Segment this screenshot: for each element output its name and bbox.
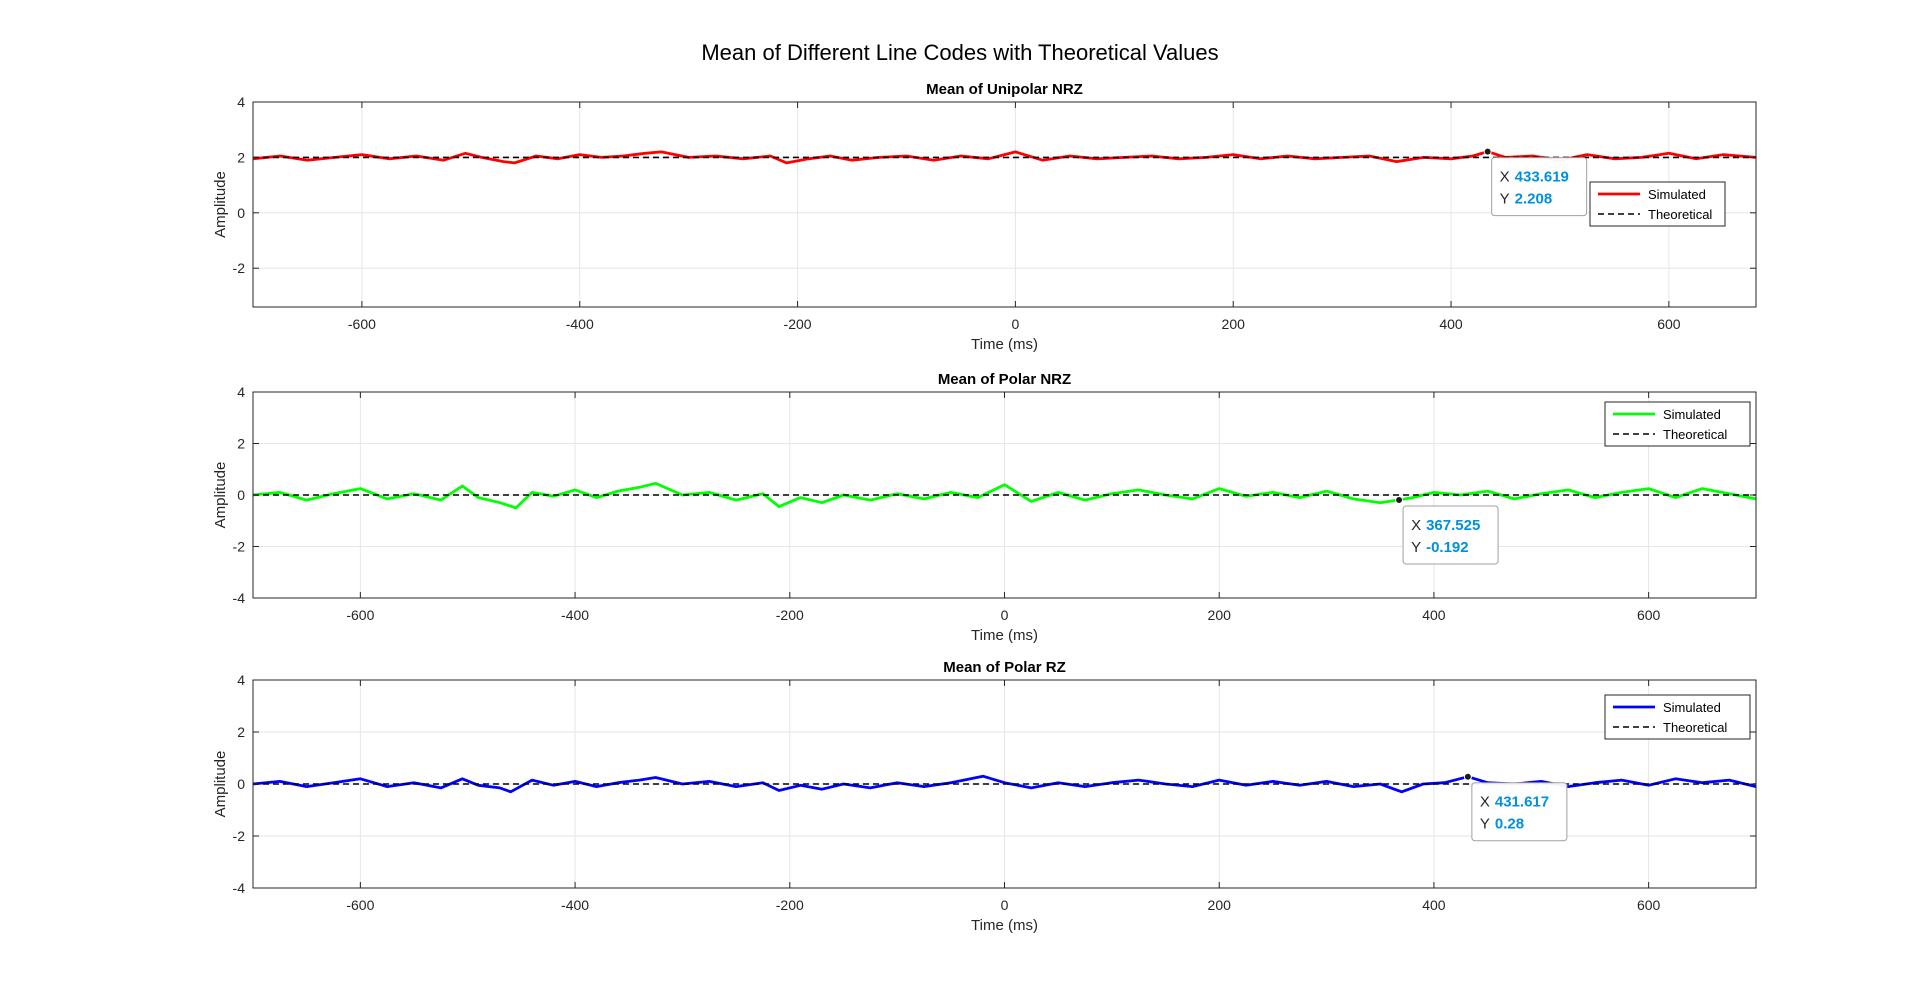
subplot-2: -600 -400 -200 0 200 400 600 -4 -2 0 2 4 Mean of Pol… xyxy=(212,371,1757,644)
datatip-box xyxy=(1402,505,1499,565)
datatip-marker[interactable] xyxy=(1483,147,1492,156)
datatip[interactable]: X 367.525 Y -0.192 xyxy=(1395,495,1499,565)
y-tick-label: -2 xyxy=(233,828,246,844)
series-line-simulated xyxy=(252,774,1757,794)
legend-entry-label: Theoretical xyxy=(1663,720,1727,735)
legend[interactable]: Simulated Theoretical xyxy=(1589,181,1726,227)
x-tick-label: 0 xyxy=(1011,316,1019,332)
y-axis-label: Amplitude xyxy=(212,751,229,818)
x-tick-label: -200 xyxy=(784,316,812,332)
x-tick-label: 400 xyxy=(1439,316,1463,332)
x-tick-label: -600 xyxy=(346,607,374,623)
datatip-label: X xyxy=(1411,517,1421,534)
x-tick-label: 600 xyxy=(1657,316,1681,332)
axes-box xyxy=(252,101,1757,308)
y-tick-label: 2 xyxy=(237,149,245,165)
legend-entry-label: Theoretical xyxy=(1663,427,1727,442)
datatip[interactable]: X 433.619 Y 2.208 xyxy=(1483,147,1588,217)
x-axis-label: Time (ms) xyxy=(971,627,1038,644)
datatip-row: Y 0.28 xyxy=(1480,816,1524,833)
x-tick-label: -200 xyxy=(776,897,804,913)
y-tick-label: -2 xyxy=(233,539,246,555)
x-tick-label: -400 xyxy=(561,897,589,913)
x-tick-label: 200 xyxy=(1208,897,1232,913)
legend-entry-label: Simulated xyxy=(1663,407,1721,422)
datatip-value: 2.208 xyxy=(1515,191,1553,208)
y-axis-label: Amplitude xyxy=(212,171,229,238)
y-tick-label: 4 xyxy=(237,672,245,688)
legend-box xyxy=(1604,694,1751,740)
x-tick-label: 200 xyxy=(1208,607,1232,623)
legend[interactable]: Simulated Theoretical xyxy=(1604,694,1751,740)
datatip-marker[interactable] xyxy=(1395,495,1404,504)
y-tick-label: 2 xyxy=(237,436,245,452)
datatip-row: X 367.525 xyxy=(1411,517,1480,534)
datatip-value: 431.617 xyxy=(1495,794,1549,811)
x-tick-label: -200 xyxy=(776,607,804,623)
datatip-box xyxy=(1471,782,1568,842)
y-tick-label: 2 xyxy=(237,724,245,740)
datatip-value: 0.28 xyxy=(1495,816,1524,833)
x-axis-label: Time (ms) xyxy=(971,336,1038,353)
legend[interactable]: Simulated Theoretical xyxy=(1604,401,1751,447)
subplot-title: Mean of Polar NRZ xyxy=(938,371,1071,388)
datatip-value: -0.192 xyxy=(1426,539,1469,556)
subplot-title: Mean of Polar RZ xyxy=(943,659,1066,676)
datatip-marker[interactable] xyxy=(1463,772,1472,781)
y-tick-label: 0 xyxy=(237,776,245,792)
x-tick-label: -400 xyxy=(566,316,594,332)
legend-entry-label: Theoretical xyxy=(1648,207,1712,222)
subplot-title: Mean of Unipolar NRZ xyxy=(926,81,1083,98)
legend-box xyxy=(1604,401,1751,447)
y-tick-label: 0 xyxy=(237,205,245,221)
figure-title: Mean of Different Line Codes with Theore… xyxy=(701,40,1218,65)
y-tick-label: 4 xyxy=(237,384,245,400)
datatip-value: 367.525 xyxy=(1426,517,1480,534)
x-tick-label: -600 xyxy=(346,897,374,913)
y-tick-label: -2 xyxy=(233,260,246,276)
x-tick-label: 0 xyxy=(1001,607,1009,623)
datatip-row: Y -0.192 xyxy=(1411,539,1469,556)
datatip-value: 433.619 xyxy=(1515,169,1569,186)
x-tick-label: 400 xyxy=(1422,607,1446,623)
y-tick-label: 4 xyxy=(237,94,245,110)
datatip-row: X 431.617 xyxy=(1480,794,1549,811)
y-axis-label: Amplitude xyxy=(212,462,229,529)
datatip-label: Y xyxy=(1500,191,1510,208)
datatip-box xyxy=(1491,157,1588,217)
subplot-3: -600 -400 -200 0 200 400 600 -4 -2 0 2 4 Mean of Pol… xyxy=(212,659,1757,934)
datatip-label: X xyxy=(1480,794,1490,811)
y-tick-label: -4 xyxy=(233,880,246,896)
x-tick-label: 400 xyxy=(1422,897,1446,913)
y-tick-label: -4 xyxy=(233,590,246,606)
datatip-label: Y xyxy=(1480,816,1490,833)
datatip[interactable]: X 431.617 Y 0.28 xyxy=(1463,772,1568,842)
legend-entry-label: Simulated xyxy=(1648,187,1706,202)
x-tick-label: 0 xyxy=(1001,897,1009,913)
x-tick-label: -400 xyxy=(561,607,589,623)
datatip-row: X 433.619 xyxy=(1500,169,1569,186)
y-tick-label: 0 xyxy=(237,487,245,503)
legend-box xyxy=(1589,181,1726,227)
subplot-1: -600 -400 -200 0 200 400 600 -2 0 2 4 Mean of Unipo… xyxy=(212,81,1757,353)
datatip-label: Y xyxy=(1411,539,1421,556)
x-tick-label: 600 xyxy=(1637,897,1661,913)
legend-entry-label: Simulated xyxy=(1663,700,1721,715)
x-tick-label: -600 xyxy=(348,316,376,332)
x-axis-label: Time (ms) xyxy=(971,917,1038,934)
x-tick-label: 600 xyxy=(1637,607,1661,623)
x-tick-label: 200 xyxy=(1222,316,1246,332)
datatip-label: X xyxy=(1500,169,1510,186)
datatip-row: Y 2.208 xyxy=(1500,191,1553,208)
